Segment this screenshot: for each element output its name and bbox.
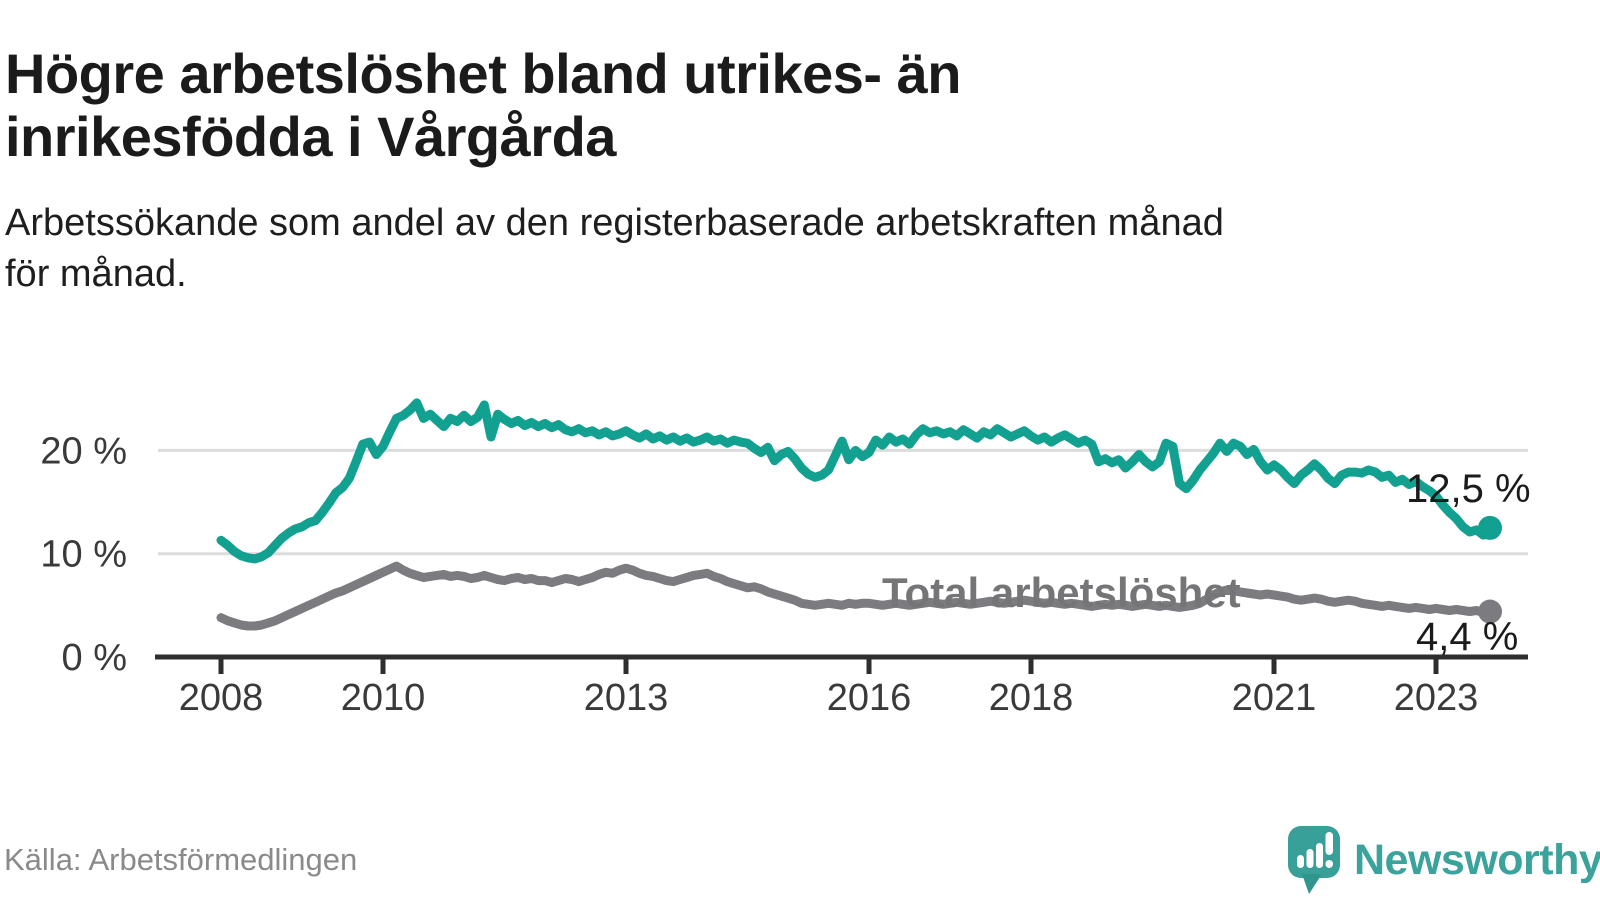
title-line-2: inrikesfödda i Vårgårda — [5, 105, 616, 169]
x-tick-label: 2013 — [584, 677, 669, 719]
logo-bar-tall — [1316, 843, 1323, 868]
logo-exclamation-dot — [1325, 860, 1333, 868]
newsworthy-brand: Newsworthy — [1286, 824, 1600, 900]
y-tick-label: 10 % — [40, 534, 127, 576]
series-end-dot — [1478, 515, 1502, 540]
x-tick-label: 2023 — [1394, 677, 1479, 719]
series-line — [216, 398, 1495, 564]
subtitle-line-2: för månad. — [5, 253, 187, 296]
brand-name: Newsworthy — [1354, 836, 1600, 884]
logo-bar-small — [1297, 855, 1304, 868]
line-chart: 2008 2010 2013 2016 2018 2021 2023 0 % 10 % 20 %… — [0, 380, 1600, 720]
series-label-total: Total arbetslöshet — [882, 569, 1241, 616]
x-tick-label: 2010 — [341, 677, 426, 719]
x-tick-label: 2016 — [827, 677, 912, 719]
title-line-1: Högre arbetslöshet bland utrikes- än — [5, 41, 961, 105]
logo-bar-medium — [1306, 849, 1314, 868]
page-title: Högre arbetslöshet bland utrikes- än inr… — [5, 42, 961, 170]
logo-exclamation-bar — [1325, 832, 1333, 855]
bar-chart-speech-bubble-icon — [1288, 826, 1340, 894]
x-tick-label: 2018 — [989, 677, 1074, 719]
y-axis-labels: 0 % 10 % 20 % — [40, 430, 127, 679]
x-tick-label: 2008 — [179, 677, 264, 719]
subtitle-line-1: Arbetssökande som andel av den registerb… — [5, 202, 1224, 244]
series-lines — [216, 398, 1502, 631]
chart-subtitle: Arbetssökande som andel av den registerb… — [5, 198, 1224, 301]
series-line — [216, 561, 1495, 631]
series-end-dot — [1478, 599, 1502, 624]
end-value-label-utlandsfodda: 12,5 % — [1406, 467, 1531, 511]
x-tick-label: 2021 — [1232, 677, 1317, 719]
y-tick-label: 20 % — [40, 430, 127, 472]
x-axis: 2008 2010 2013 2016 2018 2021 2023 — [155, 654, 1528, 719]
y-tick-label: 0 % — [62, 637, 127, 679]
end-value-label-total: 4,4 % — [1416, 615, 1518, 659]
chart-svg: 2008 2010 2013 2016 2018 2021 2023 0 % 10 % 20 %… — [40, 398, 1531, 719]
source-note: Källa: Arbetsförmedlingen — [4, 842, 358, 877]
